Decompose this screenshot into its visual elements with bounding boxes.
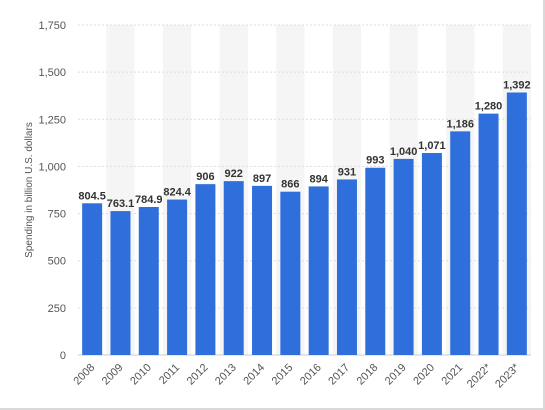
- y-tick-label: 0: [60, 350, 66, 362]
- x-tick-label: 2020: [411, 362, 437, 388]
- data-label: 1,040: [390, 146, 418, 158]
- y-tick-label: 1,250: [38, 114, 66, 126]
- data-label: 763.1: [107, 198, 135, 210]
- data-label: 993: [366, 155, 384, 167]
- bar: [252, 185, 273, 355]
- x-tick-label: 2009: [100, 362, 126, 388]
- bar: [365, 167, 386, 355]
- x-tick-label: 2019: [383, 362, 409, 388]
- x-tick-label: 2011: [157, 362, 182, 387]
- x-axis-ticks: 2008 2009 2010 2011 2012 2013 2014 2015 2016 2017…: [71, 361, 522, 390]
- x-tick-label: 2012: [185, 362, 211, 388]
- x-tick-label: 2010: [128, 362, 154, 388]
- bar: [138, 206, 159, 355]
- data-label: 897: [253, 173, 271, 185]
- bar: [195, 184, 216, 355]
- bar: [336, 179, 357, 355]
- bar: [506, 92, 527, 355]
- y-axis-title: Spending in billion U.S. dollars: [24, 122, 35, 258]
- data-label: 824.4: [163, 187, 191, 199]
- y-tick-label: 500: [48, 256, 66, 268]
- data-label: 1,186: [446, 118, 474, 130]
- bar: [393, 158, 414, 355]
- data-label: 804.5: [78, 190, 106, 202]
- data-label: 1,392: [503, 80, 531, 92]
- y-axis-ticks: 0 250 500 750 1,000 1,250 1,500 1,750: [38, 20, 66, 362]
- data-label: 784.9: [135, 194, 163, 206]
- data-label: 931: [338, 166, 356, 178]
- x-tick-label: 2018: [355, 362, 381, 388]
- data-label: 894: [309, 173, 328, 185]
- x-tick-label: 2013: [213, 362, 239, 388]
- bar: [421, 153, 442, 355]
- bar: [478, 113, 499, 355]
- bar: [223, 181, 244, 355]
- data-label: 1,280: [475, 101, 503, 113]
- data-label: 1,071: [418, 140, 446, 152]
- x-tick-label: 2022*: [465, 361, 494, 390]
- data-label: 866: [281, 179, 299, 191]
- y-tick-label: 1,750: [38, 20, 66, 32]
- bar: [280, 191, 301, 355]
- x-tick-label: 2023*: [493, 361, 522, 390]
- y-tick-label: 250: [48, 303, 66, 315]
- bar: [308, 186, 329, 355]
- y-tick-label: 1,000: [38, 161, 66, 173]
- x-tick-label: 2021: [440, 362, 466, 388]
- data-label: 922: [225, 168, 243, 180]
- bar: [450, 131, 471, 355]
- y-tick-label: 1,500: [38, 67, 66, 79]
- bar: [167, 199, 188, 355]
- x-tick-label: 2015: [270, 362, 296, 388]
- bar: [82, 203, 103, 355]
- bars: [82, 92, 527, 355]
- x-tick-label: 2008: [71, 362, 97, 388]
- bar: [110, 211, 131, 355]
- y-tick-label: 750: [48, 209, 66, 221]
- x-tick-label: 2016: [298, 362, 324, 388]
- x-tick-label: 2014: [241, 362, 267, 388]
- data-label: 906: [196, 171, 214, 183]
- x-tick-label: 2017: [326, 362, 352, 388]
